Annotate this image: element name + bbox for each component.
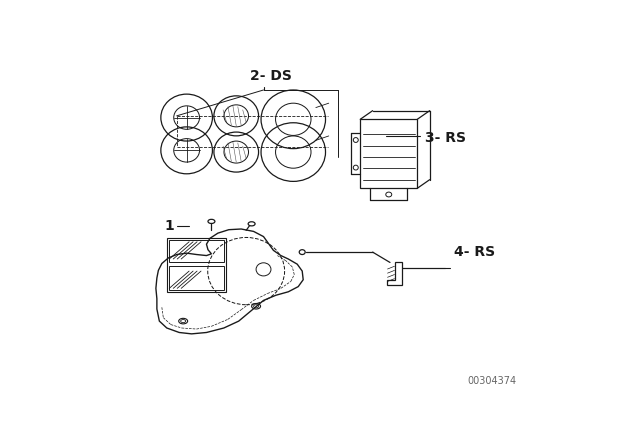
Text: 00304374: 00304374 [467, 376, 516, 386]
Text: 2- DS: 2- DS [250, 69, 292, 83]
Text: 1: 1 [164, 219, 174, 233]
Text: 4- RS: 4- RS [454, 245, 495, 259]
Text: 3- RS: 3- RS [425, 131, 466, 145]
